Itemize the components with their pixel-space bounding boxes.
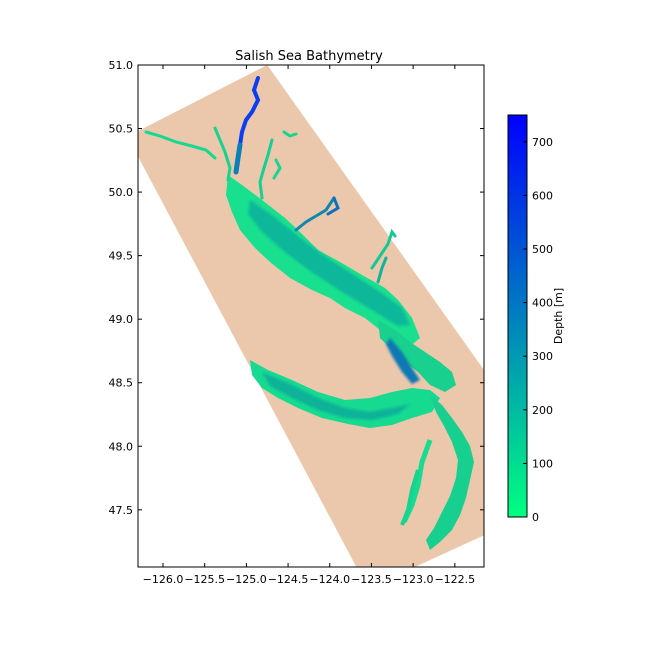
y-tick-label: 51.0 [109, 59, 134, 72]
colorbar-tick-label: 300 [532, 350, 553, 363]
x-tick-label: −126.0 [143, 573, 184, 586]
axes-frame [137, 64, 485, 568]
northern-inlet-2 [258, 138, 274, 200]
haro-strait-deep [386, 338, 420, 384]
model-domain-land [138, 65, 484, 567]
colorbar-tick-label: 600 [532, 189, 553, 202]
colorbar-ticks: 0 100 200 300 400 500 600 700 [523, 136, 553, 524]
haro-strait-water [378, 320, 456, 392]
plot-area [137, 64, 485, 568]
northern-inlet-1 [238, 76, 261, 147]
y-tick-label: 50.5 [109, 123, 134, 136]
colorbar-tick-label: 700 [532, 136, 553, 149]
colorbar: 0 100 200 300 400 500 600 700 Depth [m] [507, 114, 565, 524]
northern-inlet-6 [326, 196, 340, 216]
x-tick-label: −124.0 [309, 573, 350, 586]
colorbar-label: Depth [m] [552, 288, 565, 344]
x-tick-label: −125.5 [184, 573, 225, 586]
colorbar-tick-label: 200 [532, 404, 553, 417]
northern-inlet-5 [294, 196, 336, 232]
y-tick-label: 47.5 [109, 504, 134, 517]
y-tick-label: 50.0 [109, 186, 134, 199]
colorbar-tick-label: 500 [532, 243, 553, 256]
northern-inlet-4 [144, 130, 217, 160]
y-tick-label: 48.5 [109, 377, 134, 390]
hood-canal [400, 469, 420, 526]
colorbar-tick-label: 0 [532, 511, 539, 524]
northern-inlet-1b [233, 142, 243, 175]
y-tick-label: 49.0 [109, 313, 134, 326]
x-axis: −126.0 −125.5 −125.0 −124.5 −124.0 −123.5 −123… [143, 65, 475, 586]
eastern-inlet [370, 228, 397, 270]
y-tick-label: 49.5 [109, 250, 134, 263]
x-tick-label: −125.0 [226, 573, 267, 586]
colorbar-gradient [508, 115, 527, 517]
strait-of-georgia-mid [248, 200, 410, 326]
colorbar-frame [507, 114, 528, 518]
juan-de-fuca-deep [262, 372, 410, 420]
x-tick-label: −123.0 [393, 573, 434, 586]
howe-sound [376, 256, 388, 284]
x-tick-label: −122.5 [434, 573, 475, 586]
northern-inlet-3 [213, 126, 232, 182]
puget-sound-water [426, 395, 474, 550]
chart-title: Salish Sea Bathymetry [235, 49, 383, 64]
colorbar-tick-label: 400 [532, 297, 553, 310]
colorbar-tick-label: 100 [532, 457, 553, 470]
discovery-passage [272, 130, 298, 180]
y-tick-label: 48.0 [109, 440, 134, 453]
water-bodies [144, 76, 474, 550]
x-tick-label: −124.5 [268, 573, 309, 586]
y-axis: 47.5 48.0 48.5 49.0 49.5 50.0 50.5 51.0 [109, 59, 484, 517]
x-tick-label: −123.5 [351, 573, 392, 586]
